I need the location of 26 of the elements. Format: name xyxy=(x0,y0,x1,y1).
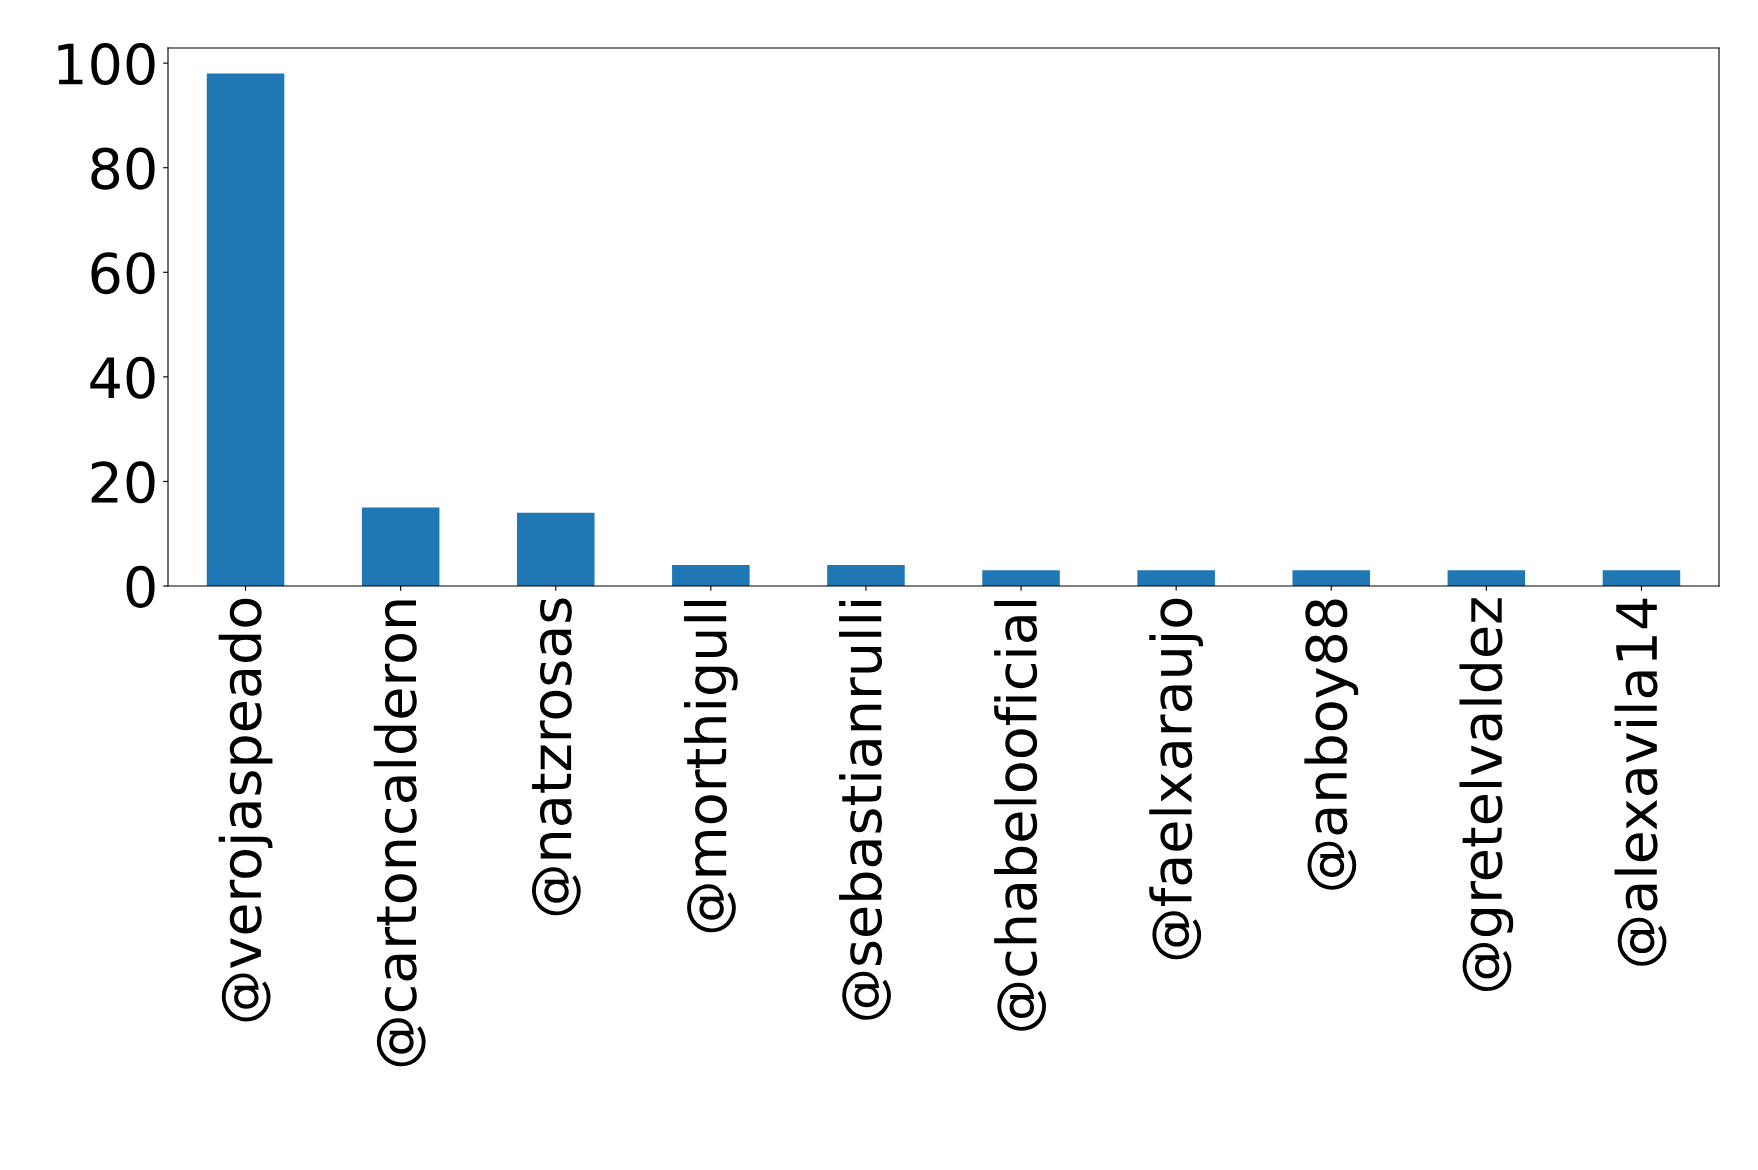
bar xyxy=(1137,570,1215,586)
x-tick-label: @verojaspeado xyxy=(218,598,273,1022)
x-tick-label: @cartoncalderon xyxy=(373,600,426,1067)
bar xyxy=(827,565,905,586)
bar xyxy=(1447,570,1526,586)
x-tick-label: @alexavila14 xyxy=(1614,598,1667,966)
bar xyxy=(672,565,750,586)
bar xyxy=(206,73,285,586)
y-tick-label: 100 xyxy=(58,43,155,86)
x-tick-label: @natzrosas xyxy=(531,598,581,916)
bar xyxy=(1602,570,1681,586)
x-tick-label: @chabelooficial xyxy=(994,600,1047,1031)
y-tick-label: 80 xyxy=(91,147,155,190)
bar xyxy=(516,512,595,586)
x-tick-label: @gretelvaldez xyxy=(1459,598,1514,992)
bar xyxy=(361,507,440,586)
x-tick-label: @morthigull xyxy=(683,600,738,933)
y-tick-label: 60 xyxy=(91,252,155,295)
x-tick-label: @sebastianrulli xyxy=(839,600,891,1020)
bar xyxy=(982,570,1060,586)
x-tick-label: @anboy88 xyxy=(1304,599,1359,890)
y-tick-label: 40 xyxy=(90,356,155,399)
y-tick-label: 0 xyxy=(126,565,155,608)
bar xyxy=(1292,570,1371,586)
y-tick-label: 20 xyxy=(91,461,155,504)
x-tick-label: @faelxaraujo xyxy=(1149,598,1204,960)
